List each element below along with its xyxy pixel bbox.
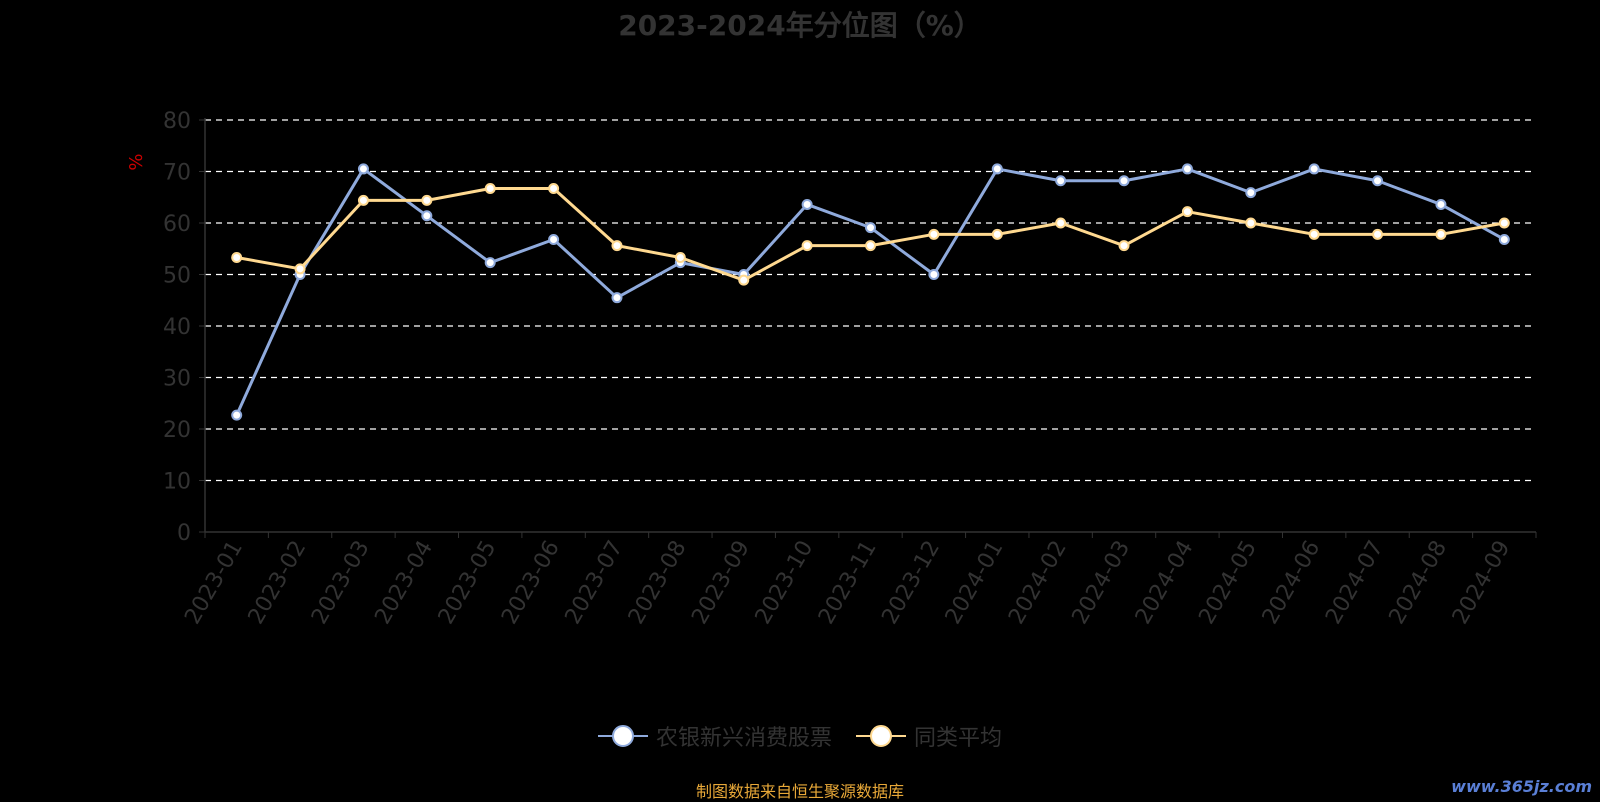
data-point[interactable] <box>294 263 306 275</box>
y-tick-label: 80 <box>163 109 191 134</box>
y-tick-label: 40 <box>163 315 191 340</box>
x-tick-label: 2024-01 <box>941 537 1009 629</box>
data-point[interactable] <box>991 163 1003 175</box>
x-tick-label: 2024-02 <box>1004 537 1072 629</box>
x-tick-label: 2023-07 <box>561 537 629 629</box>
data-point[interactable] <box>1245 217 1257 229</box>
data-point[interactable] <box>1435 198 1447 210</box>
series-layer <box>231 163 1510 421</box>
y-tick-label: 30 <box>163 367 191 392</box>
data-point[interactable] <box>231 252 243 264</box>
x-tick-label: 2024-07 <box>1321 537 1389 629</box>
legend-marker-fund-icon <box>597 725 648 747</box>
data-point[interactable] <box>484 182 496 194</box>
y-tick-label: 60 <box>163 212 191 237</box>
data-point[interactable] <box>1498 217 1510 229</box>
y-tick-label: 20 <box>163 418 191 443</box>
data-point[interactable] <box>611 292 623 304</box>
series-1 <box>231 182 1510 286</box>
x-tick-label: 2023-12 <box>877 537 945 629</box>
x-tick-label: 2023-02 <box>244 537 312 629</box>
watermark: www.365jz.com <box>1451 777 1592 796</box>
x-tick-label: 2023-01 <box>180 537 248 629</box>
data-point[interactable] <box>865 222 876 234</box>
data-point[interactable] <box>1245 187 1257 199</box>
y-tick-label: 70 <box>163 161 191 186</box>
series-0 <box>231 163 1510 421</box>
data-point[interactable] <box>1498 233 1510 245</box>
data-point[interactable] <box>801 240 813 252</box>
x-tick-label: 2024-05 <box>1194 537 1262 629</box>
data-point[interactable] <box>548 233 560 245</box>
x-tick-label: 2024-03 <box>1068 537 1136 629</box>
x-tick-label: 2023-08 <box>624 537 692 629</box>
legend: 农银新兴消费股票 同类平均 <box>0 720 1600 752</box>
data-point[interactable] <box>421 210 433 222</box>
data-point[interactable] <box>1372 175 1384 187</box>
data-point[interactable] <box>1308 163 1320 175</box>
axes: 010203040506070802023-012023-022023-0320… <box>163 109 1537 629</box>
data-point[interactable] <box>484 257 496 269</box>
data-point[interactable] <box>1308 228 1320 240</box>
legend-marker-peer-icon <box>856 725 906 747</box>
data-point[interactable] <box>1055 217 1067 229</box>
x-tick-label: 2023-03 <box>307 537 375 629</box>
legend-item-fund[interactable]: 农银新兴消费股票 <box>597 720 832 752</box>
legend-item-peer-average[interactable]: 同类平均 <box>856 720 1002 752</box>
x-tick-label: 2023-10 <box>751 537 819 629</box>
data-point[interactable] <box>738 274 750 286</box>
x-tick-label: 2023-09 <box>687 537 755 629</box>
series-line <box>235 167 1506 416</box>
y-tick-label: 50 <box>163 264 191 289</box>
x-tick-label: 2023-04 <box>370 537 438 629</box>
data-point[interactable] <box>1118 175 1130 187</box>
x-tick-label: 2024-04 <box>1131 537 1199 629</box>
data-point[interactable] <box>357 163 369 175</box>
y-axis-label: % <box>126 153 147 170</box>
data-point[interactable] <box>928 269 940 280</box>
x-tick-label: 2024-08 <box>1385 537 1453 629</box>
data-point[interactable] <box>1118 240 1130 252</box>
x-tick-label: 2024-09 <box>1448 537 1516 629</box>
x-tick-label: 2023-11 <box>814 537 882 629</box>
x-tick-label: 2023-06 <box>497 537 565 629</box>
data-point[interactable] <box>928 228 940 240</box>
data-point[interactable] <box>1181 206 1193 218</box>
data-point[interactable] <box>801 198 813 210</box>
x-tick-label: 2024-06 <box>1258 537 1326 629</box>
legend-label-peer-average: 同类平均 <box>914 726 1003 751</box>
y-tick-label: 0 <box>177 521 191 546</box>
data-point[interactable] <box>1372 228 1384 240</box>
chart-title: 2023-2024年分位图（%） <box>618 9 982 42</box>
y-tick-label: 10 <box>163 470 191 495</box>
data-point[interactable] <box>1181 163 1193 175</box>
data-point[interactable] <box>865 240 876 252</box>
data-point[interactable] <box>421 194 433 206</box>
grid-lines <box>205 119 1536 482</box>
data-point[interactable] <box>1435 228 1447 240</box>
data-point[interactable] <box>548 182 560 194</box>
source-note: 制图数据来自恒生聚源数据库 <box>695 782 904 801</box>
legend-label-fund: 农银新兴消费股票 <box>655 726 832 751</box>
data-point[interactable] <box>674 252 686 264</box>
data-point[interactable] <box>357 194 369 206</box>
data-point[interactable] <box>231 409 243 421</box>
x-tick-label: 2023-05 <box>434 537 502 629</box>
data-point[interactable] <box>991 228 1003 240</box>
data-point[interactable] <box>611 240 623 252</box>
data-point[interactable] <box>1055 175 1067 187</box>
